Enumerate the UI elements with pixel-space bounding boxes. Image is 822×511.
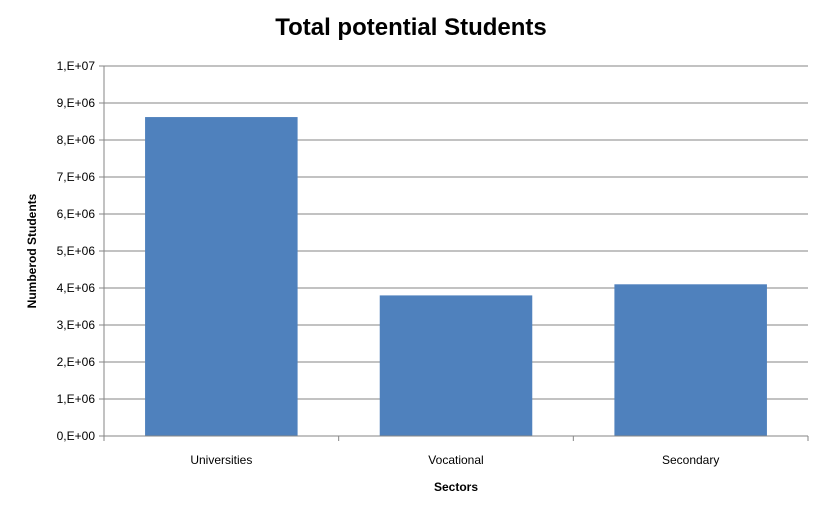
y-tick-label: 1,E+06 xyxy=(57,392,96,406)
bar xyxy=(145,117,298,436)
y-tick-label: 0,E+00 xyxy=(57,429,96,443)
x-tick-label: Secondary xyxy=(662,453,719,467)
x-axis-title: Sectors xyxy=(434,480,478,494)
y-tick-label: 1,E+07 xyxy=(57,59,96,73)
y-tick-label: 8,E+06 xyxy=(57,133,96,147)
y-tick-label: 7,E+06 xyxy=(57,170,96,184)
y-tick-label: 2,E+06 xyxy=(57,355,96,369)
y-tick-label: 6,E+06 xyxy=(57,207,96,221)
y-tick-label: 4,E+06 xyxy=(57,281,96,295)
chart-title: Total potential Students xyxy=(275,14,547,41)
y-tick-label: 5,E+06 xyxy=(57,244,96,258)
x-tick-label: Vocational xyxy=(428,453,483,467)
bar xyxy=(379,295,533,436)
y-axis-title: Numberod Students xyxy=(25,193,39,308)
bar xyxy=(614,284,767,436)
y-tick-label: 9,E+06 xyxy=(57,96,96,110)
y-tick-label: 3,E+06 xyxy=(57,318,96,332)
x-tick-label: Universities xyxy=(190,453,252,467)
